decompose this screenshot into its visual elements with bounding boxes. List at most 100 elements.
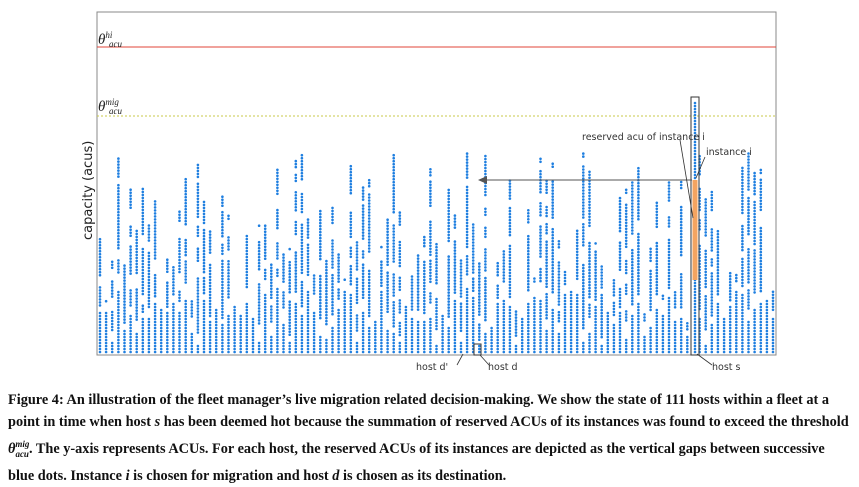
host-column [141, 187, 145, 354]
host-column [551, 162, 554, 354]
host-column [575, 229, 579, 354]
host-column [263, 224, 267, 354]
caption-label: Figure 4: [8, 392, 64, 408]
host-column [465, 152, 469, 354]
host-column [557, 240, 561, 354]
host-column [765, 299, 769, 354]
host-column [435, 242, 438, 354]
host-column [533, 277, 536, 354]
caption-text-5: is chosen as its destination. [339, 467, 507, 484]
host-column [649, 247, 652, 354]
host-column [441, 314, 444, 354]
host-column [514, 310, 518, 354]
annotation-host-d: host d [488, 362, 518, 373]
host-column [606, 311, 610, 354]
host-column [129, 188, 132, 354]
host-column [386, 218, 389, 354]
host-column [251, 317, 255, 354]
host-column [771, 290, 775, 354]
host-column [545, 179, 548, 354]
migration-figure: θhi acu θmig acu capacity (acus) reserve… [81, 11, 777, 373]
host-column [202, 200, 206, 354]
host-column [508, 179, 512, 354]
host-column [178, 210, 181, 354]
host-column [423, 235, 426, 354]
host-column [496, 261, 500, 354]
caption-text-4: is chosen for migration and host [129, 467, 333, 484]
host-column [172, 266, 175, 354]
host-column [325, 259, 328, 354]
figure-caption: Figure 4: An illustration of the fleet m… [8, 389, 854, 487]
leader-host-s [696, 353, 713, 366]
host-column [612, 279, 616, 354]
plot-frame [96, 11, 777, 356]
host-column [759, 168, 763, 354]
host-column [159, 308, 163, 354]
annotation-host-d-prime: host d' [416, 362, 448, 373]
caption-instance-i: i [125, 467, 130, 484]
host-column [588, 170, 591, 354]
caption-threshold: θmigacu [8, 439, 30, 459]
host-column [753, 171, 756, 354]
caption-text-1: An illustration of the fleet manager’s l… [8, 392, 829, 430]
host-column [539, 157, 542, 354]
host-column [233, 305, 236, 354]
host-dots-layer [98, 101, 775, 354]
host-column [276, 168, 279, 354]
y-axis-label: capacity (acus) [81, 141, 96, 240]
host-column [704, 198, 707, 354]
host-column [288, 247, 292, 354]
annotation-instance-i: instance i [706, 147, 752, 158]
host-column [563, 270, 567, 354]
host-column [710, 190, 714, 354]
host-column [110, 260, 114, 354]
host-column [147, 224, 151, 354]
caption-text-2: has been deemed hot because the summatio… [160, 414, 849, 430]
threshold-hi-label: θhi acu [98, 25, 122, 49]
host-column [716, 229, 720, 354]
host-column [582, 152, 585, 354]
host-column [319, 209, 322, 354]
host-column [361, 186, 365, 354]
host-column [270, 263, 273, 354]
host-column [135, 229, 138, 354]
threshold-mig-label: θmig acu [98, 92, 123, 116]
host-column [282, 253, 285, 354]
host-column [686, 322, 689, 354]
host-column [447, 188, 451, 354]
host-column [484, 154, 487, 354]
host-column [227, 214, 230, 354]
host-column [735, 273, 738, 354]
host-column [398, 211, 402, 354]
host-column [104, 299, 108, 354]
host-column [404, 305, 408, 354]
host-column [367, 178, 371, 354]
host-column [98, 237, 102, 354]
host-column [153, 200, 157, 354]
host-column [123, 264, 126, 354]
host-column [349, 164, 353, 354]
host-column [655, 201, 659, 354]
leader-host-d [479, 354, 490, 366]
host-column [221, 195, 224, 354]
leader-host-d-prime [456, 353, 464, 366]
host-column [429, 168, 432, 354]
host-column [300, 153, 304, 354]
host-column [624, 188, 628, 354]
host-column [117, 157, 120, 354]
instance-i-bar [692, 180, 698, 280]
annotation-reserved-acu: reserved acu of instance i [582, 132, 705, 143]
host-column [257, 224, 261, 354]
host-column [594, 242, 597, 354]
host-column [453, 214, 457, 354]
host-column [312, 274, 316, 354]
host-column [343, 278, 347, 354]
host-column [667, 181, 671, 354]
host-column [380, 245, 383, 354]
host-column [294, 159, 298, 354]
host-column [459, 259, 463, 354]
host-column [520, 317, 524, 354]
host-column [502, 250, 506, 354]
host-column [214, 308, 218, 354]
host-column [637, 166, 640, 354]
